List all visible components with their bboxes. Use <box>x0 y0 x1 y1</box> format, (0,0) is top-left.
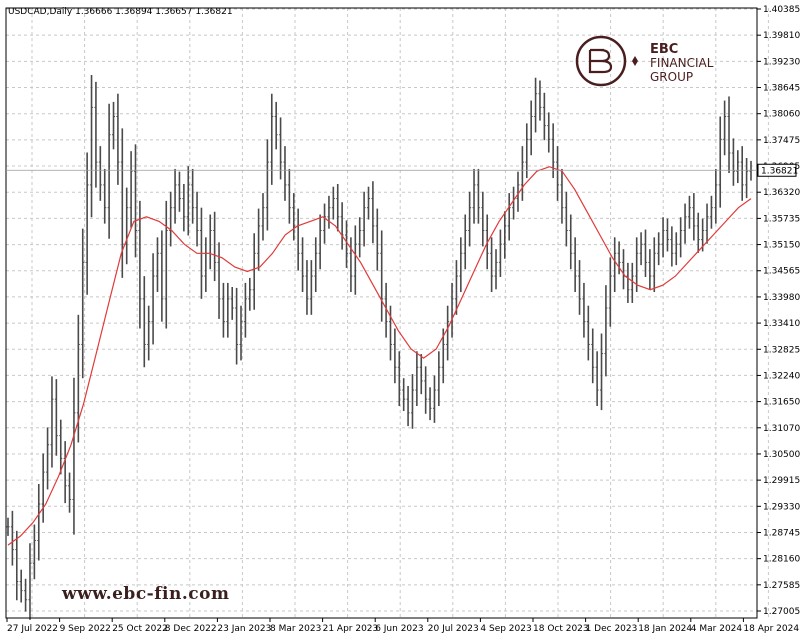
y-tick-label: 1.31070 <box>763 424 800 434</box>
watermark-url: www.ebc-fin.com <box>61 584 229 604</box>
y-tick-label: 1.35735 <box>763 214 800 224</box>
x-tick-label: 4 Sep 2023 <box>480 624 531 634</box>
y-tick-label: 1.32825 <box>763 345 800 355</box>
x-tick-label: 4 Mar 2024 <box>691 624 743 634</box>
x-tick-label: 9 Sep 2022 <box>60 624 111 634</box>
axes: 1.40385 1.39810 1.39230 1.38645 1.38060 1.374… <box>5 5 800 634</box>
logo-ring-icon <box>575 35 627 87</box>
x-tick-label: 21 Apr 2023 <box>323 624 379 634</box>
x-tick-label: 1 Dec 2023 <box>586 624 638 634</box>
y-tick-label: 1.38060 <box>763 110 800 120</box>
y-tick-label: 1.34565 <box>763 267 800 277</box>
logo-name-line3: GROUP <box>650 70 693 84</box>
y-tick-label: 1.33980 <box>763 293 800 303</box>
plot-frame <box>5 7 758 619</box>
y-tick-label: 1.29330 <box>763 502 800 512</box>
current-price-label: 1.36821 <box>761 166 798 176</box>
y-tick-label: 1.39230 <box>763 57 800 67</box>
logo-name-line2: FINANCIAL <box>650 56 714 70</box>
y-tick-label: 1.36320 <box>763 188 800 198</box>
y-tick-label: 1.27005 <box>763 607 800 617</box>
y-tick-label: 1.27585 <box>763 581 800 591</box>
y-tick-label: 1.38645 <box>763 84 800 94</box>
x-tick-label: 18 Apr 2024 <box>743 624 799 634</box>
y-tick-label: 1.29915 <box>763 476 800 486</box>
y-tick-label: 1.28745 <box>763 528 800 538</box>
logo-name-line1: EBC <box>650 42 678 57</box>
x-tick-label: 25 Oct 2022 <box>112 624 168 634</box>
y-tick-label: 1.28160 <box>763 555 800 565</box>
current-price-badge <box>757 163 797 177</box>
grid <box>6 8 769 618</box>
x-tick-label: 20 Jul 2023 <box>428 624 479 634</box>
x-tick-label: 27 Jul 2022 <box>7 624 58 634</box>
y-tick-label: 1.30500 <box>763 450 800 460</box>
y-tick-label: 1.31650 <box>763 398 800 408</box>
y-tick-label: 1.40385 <box>763 5 800 15</box>
x-tick-label: 8 Mar 2023 <box>270 624 321 634</box>
ebc-logo: EBC FINANCIAL GROUP <box>575 35 714 87</box>
moving-average-line <box>7 166 752 546</box>
y-tick-label: 1.33410 <box>763 319 800 329</box>
x-tick-label: 18 Jan 2024 <box>638 624 692 634</box>
y-tick-label: 1.32240 <box>763 371 800 381</box>
y-tick-label: 1.35150 <box>763 241 800 251</box>
y-tick-label: 1.37475 <box>763 136 800 146</box>
logo-diamond-icon <box>632 56 638 66</box>
x-tick-label: 8 Dec 2022 <box>165 624 217 634</box>
logo-monogram-icon <box>588 48 613 74</box>
x-tick-label: 6 Jun 2023 <box>375 624 423 634</box>
x-tick-label: 23 Jan 2023 <box>217 624 271 634</box>
x-tick-label: 18 Oct 2023 <box>533 624 589 634</box>
y-tick-label: 1.39810 <box>763 31 800 41</box>
chart-title: USDCAD,Daily 1.36666 1.36894 1.36657 1.3… <box>8 7 233 17</box>
moving-average-series <box>7 166 752 546</box>
